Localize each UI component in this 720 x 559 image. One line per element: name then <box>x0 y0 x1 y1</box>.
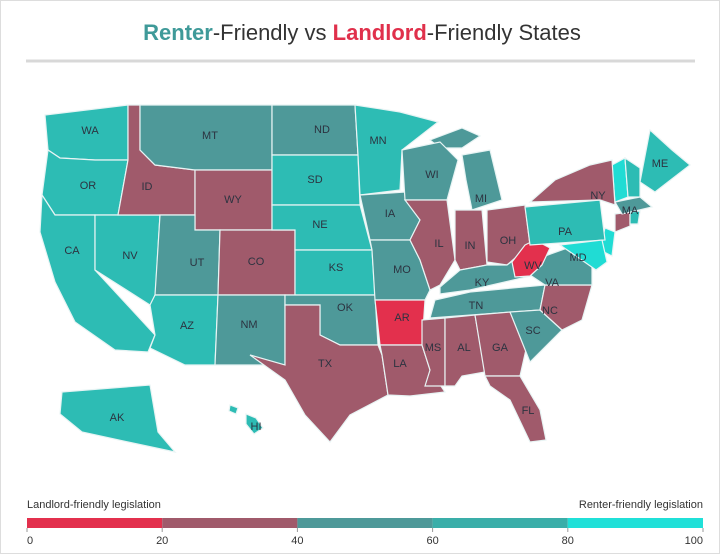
state <box>539 284 593 331</box>
state <box>354 104 440 196</box>
state-label: IA <box>385 208 396 220</box>
state-label: NC <box>542 305 558 317</box>
state-label: IN <box>465 240 476 252</box>
title-part: -Friendly States <box>427 20 581 45</box>
state <box>461 149 503 211</box>
state-label: MI <box>475 193 487 205</box>
title-part: -Friendly vs <box>213 20 333 45</box>
state-label: OR <box>80 180 97 192</box>
state-label: HI <box>251 421 262 433</box>
legend-right-label: Renter-friendly legislation <box>579 499 703 511</box>
state-label: MS <box>425 342 442 354</box>
legend-bin <box>297 518 433 528</box>
state-label: IL <box>434 238 443 250</box>
map: WA OR CA NV ID MT WY UT CO AZ NM ND SD NE KS OK TX MN IA MO… <box>39 104 691 453</box>
legend-bin <box>432 518 568 528</box>
state <box>614 196 654 215</box>
state-label: UT <box>190 257 205 269</box>
state-label: FL <box>522 405 535 417</box>
state-label: WY <box>224 194 242 206</box>
state-label: VA <box>545 277 560 289</box>
state-label: PA <box>558 226 573 238</box>
state-label: ME <box>652 158 669 170</box>
state <box>403 199 456 291</box>
state <box>484 375 547 443</box>
legend-tick-label: 40 <box>291 535 303 547</box>
legend-bin <box>162 518 298 528</box>
state <box>59 384 177 453</box>
state-label: SD <box>307 174 322 186</box>
state-label: AL <box>457 342 470 354</box>
state-label: AR <box>394 312 409 324</box>
state-label: OH <box>500 235 517 247</box>
state-label: TX <box>318 358 333 370</box>
state-label: NE <box>312 219 327 231</box>
state-label: MD <box>569 252 586 264</box>
state-label: WV <box>524 260 542 272</box>
state-label: AK <box>110 412 125 424</box>
state <box>524 199 606 246</box>
state-label: ID <box>142 181 153 193</box>
state-label: MN <box>369 135 386 147</box>
legend-tick-label: 100 <box>685 535 703 547</box>
state <box>558 239 608 271</box>
title-part: Landlord <box>333 20 427 45</box>
state-label: KY <box>475 277 490 289</box>
state <box>528 159 616 206</box>
state-label: NY <box>590 190 606 202</box>
state <box>228 404 264 435</box>
state-label: MA <box>622 205 639 217</box>
state-label: SC <box>525 325 540 337</box>
legend-tick-label: 0 <box>27 535 33 547</box>
state-label: AZ <box>180 320 194 332</box>
state-label: KS <box>329 262 344 274</box>
state-label: ND <box>314 124 330 136</box>
legend-tick-label: 20 <box>156 535 168 547</box>
state-label: WA <box>81 125 99 137</box>
state-label: GA <box>492 342 509 354</box>
legend-bin <box>27 518 163 528</box>
state-label: LA <box>393 358 407 370</box>
state-label: NM <box>240 319 257 331</box>
state-label: CA <box>64 245 80 257</box>
legend-bin <box>567 518 703 528</box>
state <box>474 311 528 377</box>
state <box>39 193 156 353</box>
state-label: CO <box>248 256 265 268</box>
state <box>249 304 389 443</box>
state-shape <box>629 210 641 225</box>
state-label: MO <box>393 264 411 276</box>
state-label: OK <box>337 302 354 314</box>
legend: Landlord-friendly legislation Renter-frie… <box>26 499 704 547</box>
legend-tick-label: 80 <box>562 535 574 547</box>
legend-left-label: Landlord-friendly legislation <box>27 499 161 511</box>
state-label: WI <box>425 169 438 181</box>
title-part: Renter <box>143 20 213 45</box>
title: Renter-Friendly vs Landlord-Friendly Sta… <box>143 20 581 45</box>
state <box>639 128 691 193</box>
state-label: TN <box>469 300 484 312</box>
state <box>401 141 459 201</box>
legend-tick-label: 60 <box>426 535 438 547</box>
state-label: NV <box>122 250 138 262</box>
state-label: MT <box>202 130 218 142</box>
